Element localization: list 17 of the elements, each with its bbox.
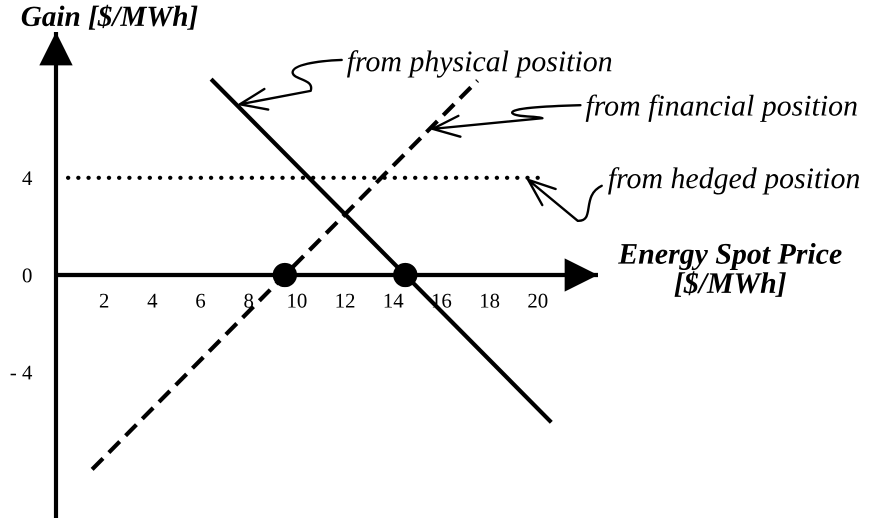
x-tick-label: 8 (244, 294, 254, 308)
x-tick-label: 14 (384, 294, 404, 308)
x-tick-label: 18 (481, 294, 500, 308)
x-tick-label: 2 (100, 294, 108, 308)
x-axis-title: Energy Spot Price [$/MWh] (618, 242, 842, 297)
annotation: from physical position (347, 50, 612, 78)
x-tick-label: 12 (336, 294, 354, 308)
x-tick-label: 4 (148, 294, 158, 308)
x-tick-label: 10 (288, 294, 307, 308)
annotation: from hedged position (608, 167, 860, 194)
annotation: from financial position (586, 94, 857, 122)
x-tick-label: 20 (528, 294, 548, 308)
y-tick-label: 0 (22, 268, 32, 282)
x-tick-label: 6 (196, 294, 206, 308)
y-tick-label: 4 (22, 171, 32, 186)
y-axis-title: Gain [$/MWh] (22, 4, 198, 30)
y-tick-label: - 4 (10, 366, 32, 380)
